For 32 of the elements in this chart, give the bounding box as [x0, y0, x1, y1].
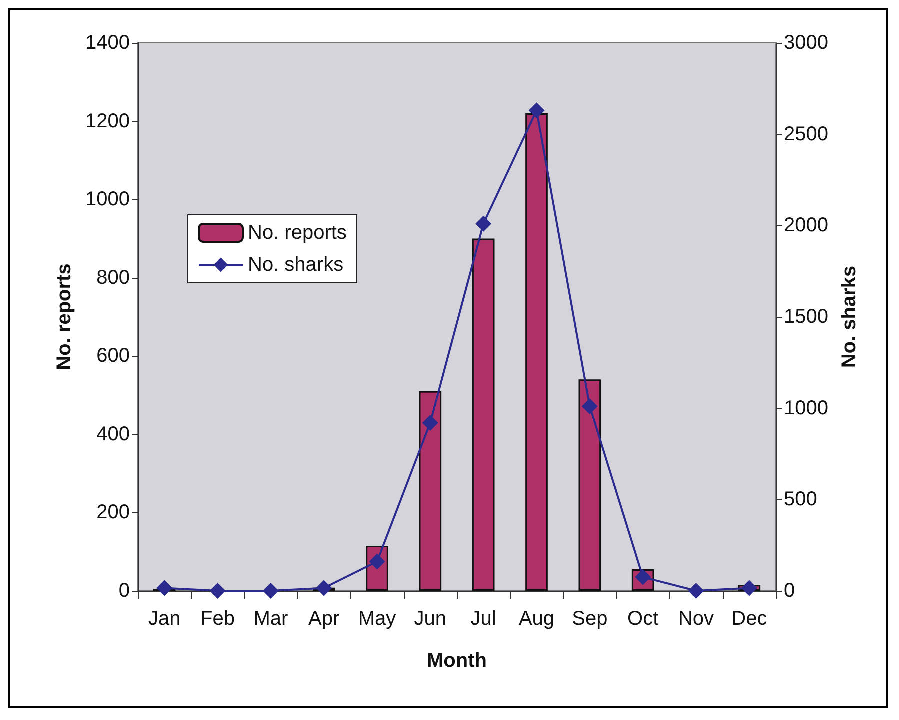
- x-tick-label: Dec: [732, 608, 768, 630]
- x-tick-label: Sep: [572, 608, 608, 630]
- y-tick-label: 800: [96, 266, 130, 289]
- y2-tick-label: 2000: [784, 214, 828, 237]
- y2-tick-label: 500: [784, 488, 818, 511]
- y-tick-label: 400: [96, 423, 130, 446]
- x-tick-label: Feb: [200, 608, 235, 630]
- x-tick-label: Jul: [470, 608, 496, 630]
- y-tick-label: 1200: [86, 110, 130, 132]
- x-tick-label: Apr: [308, 608, 340, 630]
- x-tick-label: Aug: [518, 608, 555, 630]
- y2-tick-label: 0: [784, 580, 796, 602]
- legend-label: No. sharks: [248, 254, 344, 276]
- x-tick-label: Jun: [414, 608, 447, 630]
- y2-tick-label: 1500: [784, 306, 828, 328]
- x-tick-label: Oct: [628, 608, 660, 630]
- y-tick-label: 200: [96, 502, 130, 524]
- x-tick-label: Nov: [678, 608, 714, 630]
- y2-tick-label: 2500: [784, 123, 828, 146]
- y-tick-label: 1400: [86, 32, 130, 54]
- y2-axis-title: No. sharks: [838, 266, 860, 368]
- y-tick-label: 0: [118, 580, 130, 602]
- y-tick-label: 1000: [86, 188, 130, 211]
- x-tick-label: Mar: [254, 608, 288, 630]
- x-tick-label: May: [358, 608, 396, 630]
- x-axis-title: Month: [427, 650, 487, 672]
- y-axis-title: No. reports: [54, 264, 76, 370]
- legend-label: No. reports: [248, 222, 347, 244]
- y2-tick-label: 3000: [784, 32, 828, 54]
- x-tick-label: Jan: [148, 608, 181, 630]
- y-tick-label: 600: [96, 345, 130, 368]
- y2-tick-label: 1000: [784, 397, 828, 420]
